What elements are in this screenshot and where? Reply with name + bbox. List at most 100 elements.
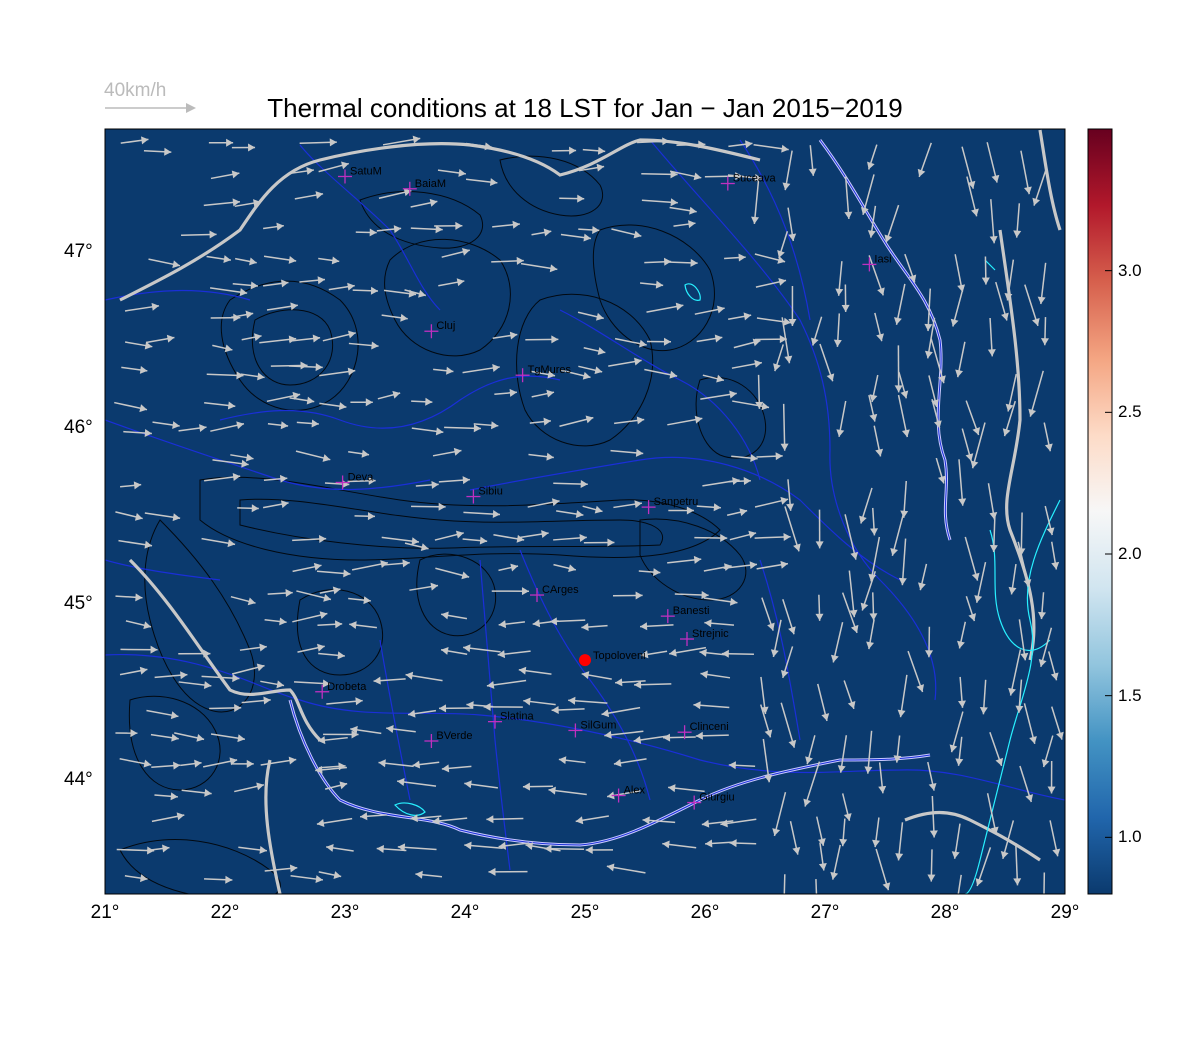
wind-arrow-head bbox=[752, 338, 761, 347]
wind-arrow-head bbox=[989, 235, 998, 244]
wind-arrow-head bbox=[549, 617, 558, 626]
wind-arrow-head bbox=[488, 867, 496, 876]
wind-arrow-head bbox=[989, 511, 998, 520]
wind-arrow-head bbox=[441, 764, 450, 773]
wind-arrow-head bbox=[463, 644, 471, 653]
wind-arrow-head bbox=[864, 766, 873, 774]
wind-arrow-head bbox=[958, 700, 966, 708]
city-label: CArges bbox=[542, 584, 579, 596]
wind-arrow-head bbox=[371, 341, 379, 350]
wind-arrow bbox=[804, 761, 821, 807]
wind-arrow-head bbox=[259, 643, 267, 652]
wind-arrow-head bbox=[754, 359, 762, 368]
wind-arrow-head bbox=[772, 828, 781, 836]
wind-arrow-head bbox=[882, 882, 891, 891]
wind-arrow-head bbox=[509, 331, 518, 340]
reference-vector-label: 40km/h bbox=[104, 80, 167, 101]
wind-arrow-head bbox=[333, 871, 342, 879]
wind-arrow-head bbox=[438, 502, 446, 511]
wind-arrow-head bbox=[280, 500, 289, 509]
wind-arrow-head bbox=[597, 146, 606, 155]
wind-arrow-head bbox=[927, 874, 936, 882]
wind-arrow-head bbox=[558, 756, 567, 765]
wind-arrow-head bbox=[662, 137, 670, 146]
wind-arrow bbox=[950, 711, 964, 753]
wind-arrow bbox=[781, 317, 791, 364]
wind-arrow-head bbox=[788, 233, 797, 241]
wind-arrow-head bbox=[315, 363, 323, 372]
x-tick-label: 21° bbox=[90, 902, 120, 923]
wind-arrow-head bbox=[869, 394, 878, 402]
wind-arrow-head bbox=[318, 534, 327, 543]
wind-arrow-head bbox=[458, 168, 466, 177]
wind-arrow-head bbox=[788, 318, 797, 326]
wind-arrow-head bbox=[252, 199, 261, 208]
wind-arrow-head bbox=[172, 260, 180, 269]
wind-arrow-head bbox=[548, 786, 556, 795]
wind-arrow-head bbox=[551, 705, 559, 714]
wind-arrow-head bbox=[830, 871, 839, 880]
wind-arrow-head bbox=[937, 475, 946, 484]
wind-arrow bbox=[782, 403, 786, 451]
wind-arrow-head bbox=[950, 318, 959, 327]
wind-arrow bbox=[1015, 843, 1019, 886]
colorbar-tick-marks bbox=[1105, 270, 1112, 838]
wind-arrow-head bbox=[223, 255, 231, 264]
wind-arrow-head bbox=[594, 505, 603, 514]
wind-arrow bbox=[1029, 370, 1044, 417]
wind-arrow-head bbox=[690, 258, 698, 267]
wind-arrow-head bbox=[491, 421, 499, 430]
wind-arrow bbox=[848, 570, 856, 618]
wind-arrow-head bbox=[750, 454, 758, 463]
wind-arrow-head bbox=[546, 389, 555, 398]
wind-arrow-head bbox=[869, 613, 878, 621]
wind-arrow-head bbox=[875, 448, 884, 457]
wind-arrow-head bbox=[596, 312, 604, 321]
wind-arrow-head bbox=[1008, 586, 1017, 595]
wind-arrow-head bbox=[893, 317, 902, 325]
wind-arrow bbox=[867, 730, 873, 774]
wind-arrow-head bbox=[292, 391, 301, 400]
city-marker: Alex bbox=[611, 785, 645, 803]
wind-arrow-head bbox=[918, 582, 926, 591]
wind-arrow bbox=[897, 394, 909, 438]
wind-arrow-head bbox=[373, 676, 381, 685]
wind-arrow bbox=[762, 738, 770, 783]
wind-arrow-head bbox=[512, 220, 520, 229]
city-label: SilGum bbox=[580, 719, 616, 731]
map-background bbox=[105, 129, 1065, 894]
wind-arrow-head bbox=[705, 839, 713, 848]
wind-arrow-head bbox=[581, 623, 589, 632]
wind-arrow-head bbox=[498, 620, 507, 629]
wind-arrow-head bbox=[420, 543, 429, 551]
wind-arrow-head bbox=[234, 703, 242, 712]
wind-arrow-head bbox=[955, 369, 964, 378]
wind-arrow-head bbox=[483, 702, 491, 711]
y-tick-label: 44° bbox=[64, 768, 93, 790]
wind-arrow-head bbox=[172, 421, 180, 430]
wind-arrow-head bbox=[236, 371, 244, 380]
wind-arrow-head bbox=[415, 870, 423, 879]
wind-arrow-head bbox=[872, 839, 880, 848]
wind-arrow-head bbox=[714, 334, 723, 343]
wind-arrow-head bbox=[225, 875, 233, 884]
wind-arrow-head bbox=[581, 671, 590, 679]
wind-arrow-head bbox=[569, 146, 577, 155]
wind-arrow-head bbox=[607, 791, 615, 800]
wind-arrow-head bbox=[821, 713, 830, 721]
wind-arrow-head bbox=[355, 697, 363, 706]
wind-arrow-head bbox=[775, 452, 783, 461]
wind-arrow-head bbox=[368, 476, 376, 485]
wind-arrow bbox=[891, 511, 905, 556]
wind-arrow-head bbox=[971, 572, 980, 581]
wind-arrow bbox=[961, 146, 975, 189]
wind-arrow-head bbox=[332, 586, 341, 595]
city-marker: TgMures bbox=[515, 364, 571, 383]
city-marker: SatuM bbox=[338, 165, 382, 184]
wind-arrow-head bbox=[236, 421, 244, 430]
wind-arrow-head bbox=[135, 593, 143, 602]
wind-arrow-head bbox=[1032, 197, 1041, 206]
wind-arrow-head bbox=[281, 279, 289, 288]
wind-arrow-head bbox=[245, 453, 254, 462]
